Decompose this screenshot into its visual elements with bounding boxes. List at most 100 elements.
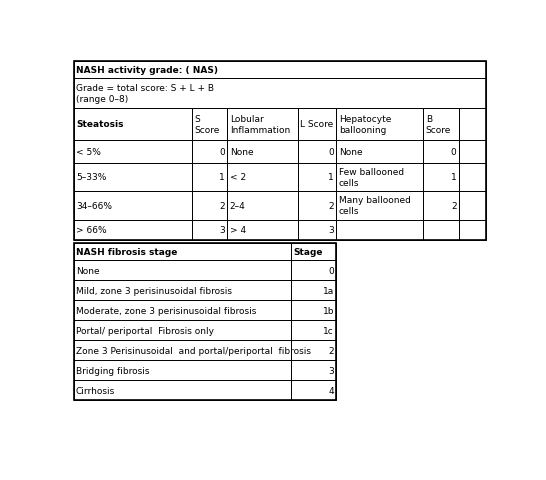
Bar — [74, 360, 292, 380]
Text: 5–33%: 5–33% — [76, 173, 106, 182]
Text: < 2: < 2 — [230, 173, 246, 182]
Text: 34–66%: 34–66% — [76, 202, 112, 210]
Bar — [192, 192, 228, 220]
Bar — [74, 192, 192, 220]
Bar — [336, 192, 424, 220]
Text: None: None — [230, 148, 253, 156]
Bar — [228, 220, 298, 240]
Text: Steatosis: Steatosis — [76, 120, 123, 129]
Bar — [459, 141, 486, 164]
Bar — [192, 164, 228, 192]
Bar — [424, 164, 459, 192]
Text: > 4: > 4 — [230, 226, 246, 235]
Bar — [424, 192, 459, 220]
Text: 1b: 1b — [323, 306, 334, 315]
Bar — [298, 164, 336, 192]
Bar — [424, 220, 459, 240]
Bar — [292, 380, 336, 400]
Bar — [74, 141, 192, 164]
Text: Portal/ periportal  Fibrosis only: Portal/ periportal Fibrosis only — [76, 326, 214, 335]
Bar — [459, 220, 486, 240]
Text: Few ballooned
cells: Few ballooned cells — [339, 168, 404, 187]
Bar — [74, 261, 292, 280]
Text: 2: 2 — [329, 346, 334, 355]
Bar — [74, 62, 486, 240]
Text: Hepatocyte
ballooning: Hepatocyte ballooning — [339, 115, 391, 134]
Text: 1c: 1c — [323, 326, 334, 335]
Bar — [292, 320, 336, 340]
Text: 0: 0 — [328, 148, 334, 156]
Bar — [459, 192, 486, 220]
Text: Bridging fibrosis: Bridging fibrosis — [76, 366, 150, 375]
Text: Moderate, zone 3 perisinusoidal fibrosis: Moderate, zone 3 perisinusoidal fibrosis — [76, 306, 257, 315]
Text: 1a: 1a — [323, 286, 334, 295]
Text: 2: 2 — [219, 202, 225, 210]
Bar — [292, 280, 336, 300]
Bar — [74, 220, 192, 240]
Bar — [228, 164, 298, 192]
Text: NASH fibrosis stage: NASH fibrosis stage — [76, 248, 177, 256]
Bar — [292, 300, 336, 320]
Bar — [459, 108, 486, 141]
Bar — [74, 243, 292, 261]
Bar — [74, 62, 486, 79]
Text: None: None — [76, 266, 99, 275]
Bar — [74, 320, 292, 340]
Text: Cirrhosis: Cirrhosis — [76, 386, 115, 395]
Text: S
Score: S Score — [194, 115, 219, 134]
Bar — [74, 164, 192, 192]
Text: 3: 3 — [328, 226, 334, 235]
Bar — [74, 340, 292, 360]
Text: Many ballooned
cells: Many ballooned cells — [339, 196, 411, 216]
Text: L Score: L Score — [300, 120, 333, 129]
Bar — [292, 340, 336, 360]
Bar — [298, 220, 336, 240]
Bar — [336, 108, 424, 141]
Bar — [228, 192, 298, 220]
Bar — [292, 261, 336, 280]
Text: Grade = total score: S + L + B
(range 0–8): Grade = total score: S + L + B (range 0–… — [76, 84, 214, 104]
Text: Zone 3 Perisinusoidal  and portal/periportal  fibrosis: Zone 3 Perisinusoidal and portal/peripor… — [76, 346, 311, 355]
Text: 4: 4 — [329, 386, 334, 395]
Text: None: None — [339, 148, 363, 156]
Bar — [298, 141, 336, 164]
Text: B
Score: B Score — [426, 115, 451, 134]
Bar — [336, 220, 424, 240]
Text: 1: 1 — [451, 173, 456, 182]
Bar — [228, 141, 298, 164]
Text: Mild, zone 3 perisinusoidal fibrosis: Mild, zone 3 perisinusoidal fibrosis — [76, 286, 232, 295]
Text: 0: 0 — [328, 266, 334, 275]
Bar — [74, 108, 192, 141]
Text: Lobular
Inflammation: Lobular Inflammation — [230, 115, 290, 134]
Bar — [292, 360, 336, 380]
Text: 2–4: 2–4 — [230, 202, 246, 210]
Bar — [74, 300, 292, 320]
Bar — [192, 141, 228, 164]
Text: > 66%: > 66% — [76, 226, 106, 235]
Text: 3: 3 — [328, 366, 334, 375]
Text: 0: 0 — [219, 148, 225, 156]
Bar — [336, 164, 424, 192]
Text: 3: 3 — [219, 226, 225, 235]
Bar — [74, 243, 336, 400]
Bar — [74, 79, 486, 108]
Bar — [424, 108, 459, 141]
Bar — [192, 220, 228, 240]
Bar — [336, 141, 424, 164]
Bar — [298, 108, 336, 141]
Bar — [74, 280, 292, 300]
Text: NASH activity grade: ( NAS): NASH activity grade: ( NAS) — [76, 66, 218, 75]
Text: 0: 0 — [451, 148, 456, 156]
Text: 1: 1 — [328, 173, 334, 182]
Bar — [74, 380, 292, 400]
Bar — [459, 164, 486, 192]
Text: < 5%: < 5% — [76, 148, 101, 156]
Bar — [228, 108, 298, 141]
Text: 1: 1 — [219, 173, 225, 182]
Text: Stage: Stage — [294, 248, 323, 256]
Bar — [424, 141, 459, 164]
Text: 2: 2 — [329, 202, 334, 210]
Bar — [292, 243, 336, 261]
Text: 2: 2 — [451, 202, 456, 210]
Bar — [192, 108, 228, 141]
